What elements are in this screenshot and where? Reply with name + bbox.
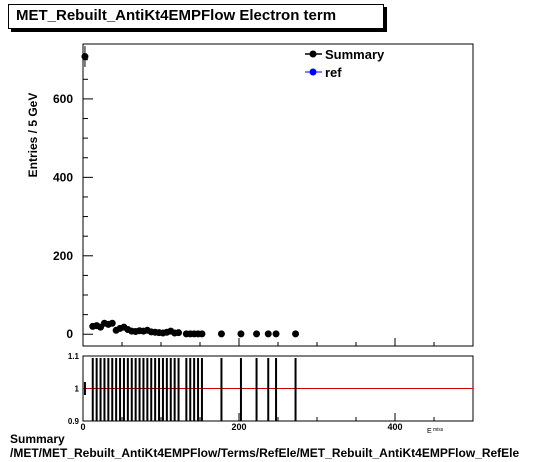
legend-ref-label: ref — [325, 65, 342, 80]
summary-point — [81, 53, 89, 61]
y-tick-label: 200 — [53, 249, 73, 263]
ratio-y-tick-label: 0.9 — [68, 417, 80, 426]
ratio-y-tick-label: 1.1 — [68, 352, 80, 361]
summary-point — [264, 330, 272, 338]
chart-title: MET_Rebuilt_AntiKt4EMPFlow Electron term — [16, 7, 337, 24]
legend-summary-marker — [309, 50, 317, 58]
main-series-summary — [81, 46, 300, 338]
footer-line-1: Summary — [10, 432, 65, 446]
y-tick-label: 0 — [66, 327, 73, 341]
footer-caption: Summary /MET/MET_Rebuilt_AntiKt4EMPFlow/… — [10, 432, 546, 460]
summary-point — [217, 330, 225, 338]
footer-line-2: /MET/MET_Rebuilt_AntiKt4EMPFlow/Terms/Re… — [10, 446, 520, 460]
legend-ref-marker — [309, 68, 317, 76]
x-axis-label: E — [427, 428, 432, 435]
ratio-x-tick-label: 200 — [231, 422, 246, 432]
y-tick-label: 600 — [53, 92, 73, 106]
summary-point — [292, 330, 300, 338]
x-axis-label-sub: miss — [433, 427, 444, 433]
legend-summary-label: Summary — [325, 47, 385, 62]
summary-point — [175, 329, 183, 337]
y-axis-label: Entries / 5 GeV — [26, 93, 40, 178]
ratio-series — [83, 358, 297, 421]
summary-point — [237, 330, 245, 338]
summary-point — [272, 330, 280, 338]
y-tick-label: 400 — [53, 170, 73, 184]
ratio-x-tick-label: 0 — [80, 422, 85, 432]
main-plot-frame — [82, 43, 474, 347]
ratio-y-tick-label: 1 — [75, 385, 80, 394]
main-y-axis: 0 200 400 600 — [53, 59, 474, 346]
summary-point — [198, 330, 206, 338]
summary-point — [253, 330, 261, 338]
legend: Summary ref — [305, 47, 385, 80]
title-box: MET_Rebuilt_AntiKt4EMPFlow Electron term — [8, 4, 384, 29]
summary-point — [108, 319, 116, 327]
ratio-x-tick-label: 400 — [387, 422, 402, 432]
